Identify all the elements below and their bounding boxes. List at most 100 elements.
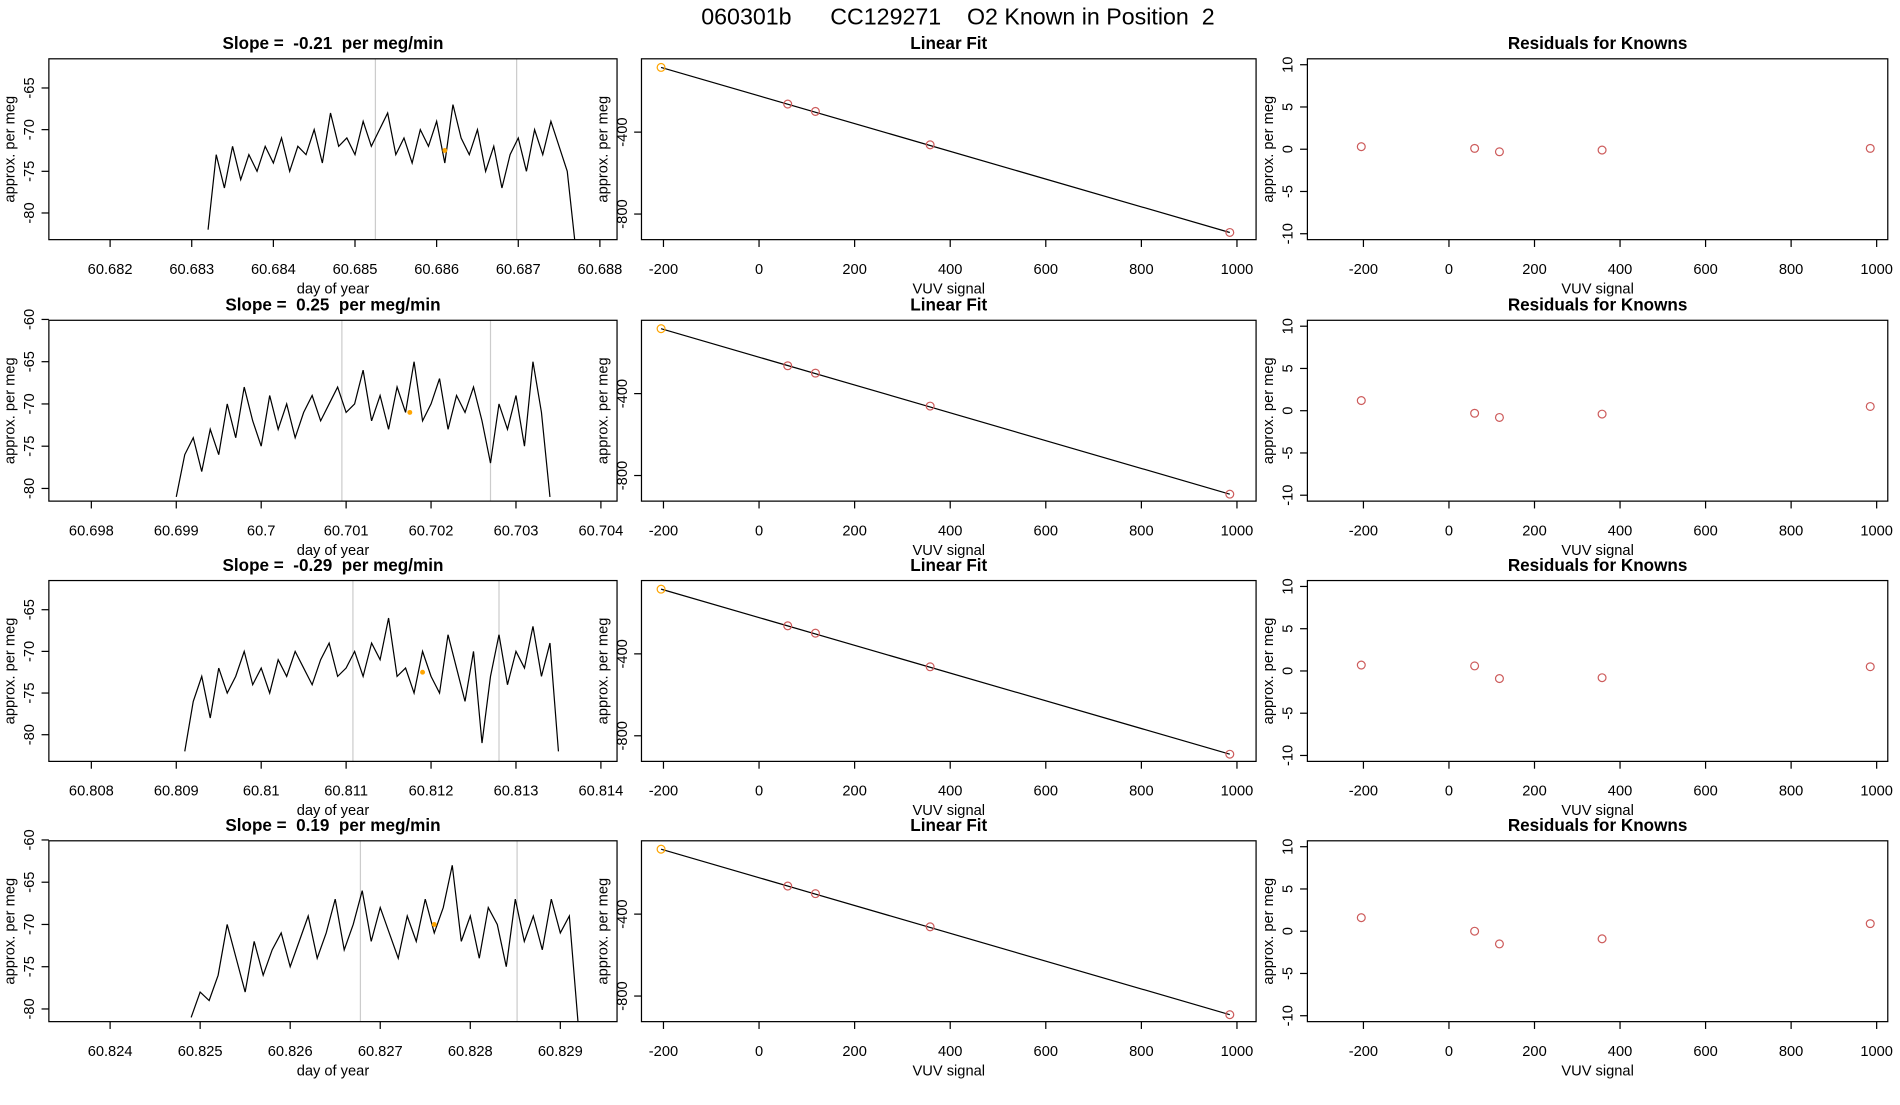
y-tick-label: -400 [615, 899, 631, 928]
point [1865, 919, 1875, 929]
x-tick-label: 400 [938, 262, 962, 278]
x-tick-label: 200 [842, 262, 866, 278]
x-axis-label: day of year [297, 1063, 370, 1079]
y-tick-label: -5 [1281, 185, 1297, 198]
x-tick-label: 60.809 [154, 784, 199, 800]
x-tick-label: -200 [1349, 1044, 1378, 1060]
x-tick-label: 60.702 [409, 523, 454, 539]
x-tick-label: 1000 [1860, 262, 1893, 278]
panel: Residuals for Knowns VUV signal approx. pe… [1261, 34, 1893, 297]
x-tick-label: 0 [1445, 1044, 1453, 1060]
point [1225, 749, 1235, 759]
x-axis-label: VUV signal [913, 281, 986, 297]
point [1494, 147, 1504, 157]
plot-frame [640, 58, 1257, 241]
x-tick-label: 60.808 [69, 784, 114, 800]
point [783, 881, 793, 891]
point [1597, 409, 1607, 419]
y-axis-label: approx. per meg [3, 878, 19, 985]
x-tick-label: 200 [842, 784, 866, 800]
point [810, 106, 820, 116]
panel-title: Residuals for Knowns [1508, 34, 1688, 53]
highlight-point [407, 409, 413, 415]
panel-title: Residuals for Knowns [1508, 296, 1688, 315]
y-tick-label: -70 [22, 641, 38, 662]
x-tick-label: 60.701 [324, 523, 369, 539]
x-tick-label: 60.686 [414, 262, 459, 278]
x-tick-label: 60.814 [578, 784, 623, 800]
point [656, 844, 666, 854]
point [783, 361, 793, 371]
point [810, 889, 820, 899]
x-tick-label: 600 [1693, 262, 1717, 278]
plot-area [656, 584, 1235, 759]
x-tick-label: 400 [1608, 784, 1632, 800]
x-tick-label: 800 [1129, 523, 1153, 539]
y-tick-label: -75 [22, 161, 38, 182]
y-tick-label: -65 [22, 77, 38, 98]
x-tick-label: 0 [1445, 523, 1453, 539]
y-tick-label: -800 [615, 199, 631, 228]
plot-area [175, 320, 551, 502]
x-tick-label: 600 [1034, 1044, 1058, 1060]
point [656, 584, 666, 594]
point [1865, 662, 1875, 672]
panel: Slope = 0.19 per meg/min day of year appro… [3, 816, 618, 1079]
y-tick-label: -5 [1281, 967, 1297, 980]
fit-line [660, 66, 1230, 234]
fit-line [660, 588, 1230, 755]
y-tick-label: -65 [22, 872, 38, 893]
x-tick-label: 1000 [1221, 523, 1254, 539]
y-tick-label: 0 [1281, 667, 1297, 675]
plot-frame [48, 579, 618, 762]
series-line [184, 617, 560, 752]
series-line [207, 104, 576, 240]
x-axis-label: VUV signal [1561, 803, 1634, 819]
x-tick-label: 0 [1445, 262, 1453, 278]
x-tick-label: 800 [1129, 784, 1153, 800]
y-tick-label: -800 [615, 721, 631, 750]
point [1597, 673, 1607, 683]
x-tick-label: 600 [1693, 1044, 1717, 1060]
point [1356, 660, 1366, 670]
point [1356, 913, 1366, 923]
x-tick-label: 0 [755, 523, 763, 539]
y-tick-label: -65 [22, 351, 38, 372]
y-tick-label: -10 [1281, 1005, 1297, 1026]
y-tick-label: -75 [22, 682, 38, 703]
x-tick-label: 60.698 [69, 523, 114, 539]
x-tick-label: 400 [1608, 262, 1632, 278]
x-tick-label: 60.688 [577, 262, 622, 278]
x-tick-label: 400 [938, 1044, 962, 1060]
x-tick-label: 0 [755, 784, 763, 800]
point [1225, 1010, 1235, 1020]
y-axis-label: approx. per meg [595, 357, 611, 464]
panel: Linear Fit VUV signal approx. per meg -200 0… [595, 556, 1257, 819]
x-axis-label: VUV signal [913, 543, 986, 559]
x-tick-label: 800 [1129, 262, 1153, 278]
point [656, 62, 666, 72]
point [783, 621, 793, 631]
point [1494, 674, 1504, 684]
panel: Linear Fit VUV signal approx. per meg -200 0… [595, 296, 1257, 559]
x-tick-label: 1000 [1860, 1044, 1893, 1060]
x-tick-label: 60.703 [494, 523, 539, 539]
y-tick-label: -75 [22, 436, 38, 457]
plot-area [1356, 396, 1875, 422]
point [1225, 489, 1235, 499]
y-axis-label: approx. per meg [3, 96, 19, 203]
y-tick-label: -65 [22, 599, 38, 620]
plot-frame [640, 840, 1257, 1023]
x-tick-label: 1000 [1860, 523, 1893, 539]
plot-frame [640, 319, 1257, 502]
x-tick-label: 60.812 [409, 784, 454, 800]
y-tick-label: 10 [1281, 578, 1297, 594]
x-tick-label: 60.81 [243, 784, 280, 800]
x-tick-label: 800 [1779, 262, 1803, 278]
y-axis-label: approx. per meg [1261, 878, 1277, 985]
panel: Residuals for Knowns VUV signal approx. pe… [1261, 296, 1893, 559]
x-tick-label: 60.826 [268, 1044, 313, 1060]
plot-area [656, 62, 1235, 237]
x-axis-label: VUV signal [1561, 543, 1634, 559]
x-tick-label: 600 [1693, 523, 1717, 539]
